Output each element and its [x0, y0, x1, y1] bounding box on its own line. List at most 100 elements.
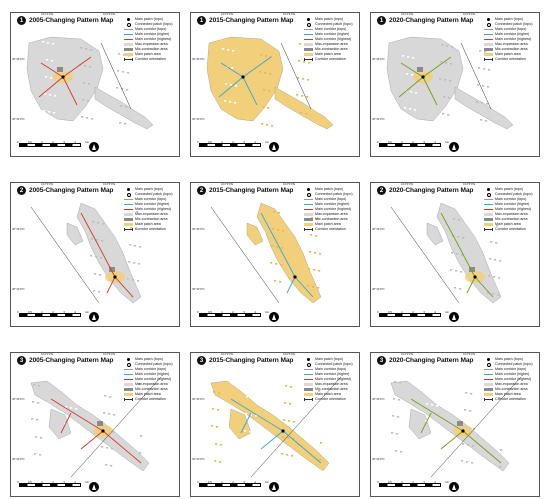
scale-label: 1 — [401, 141, 403, 144]
legend-symbol-main_corridor_highest — [304, 38, 313, 42]
main-corridor — [50, 398, 104, 432]
scale-label: 4 — [254, 141, 256, 144]
patch-cell — [293, 421, 296, 423]
legend-item: Max-expansion area — [304, 382, 356, 387]
patch-cell — [127, 278, 130, 280]
legend-item: Main patch area — [124, 52, 176, 57]
north-arrow-icon — [269, 312, 279, 322]
main-corridor — [454, 238, 476, 278]
patch-cell — [319, 459, 322, 461]
scale-label: 1 — [401, 481, 403, 484]
legend-symbol-main_patch — [484, 358, 493, 362]
legend-item: Main patch area — [484, 222, 536, 227]
legend-symbol-corridor_orientation — [124, 57, 133, 62]
legend-item: Corridor orientation — [124, 57, 176, 62]
patch-cell — [396, 433, 399, 435]
main-corridor — [260, 430, 284, 450]
legend-label: Main corridor (highest) — [495, 207, 531, 211]
north-arrow-icon — [269, 482, 279, 492]
main-corridor — [38, 76, 64, 98]
legend-symbol-main_patch — [124, 358, 133, 362]
patch-cell — [273, 211, 276, 213]
legend-label: Mix-contraction area — [495, 47, 528, 51]
graticule-label-top: 104°3'0"E — [41, 182, 54, 186]
patch-cell — [417, 264, 420, 266]
scale-label: 0 — [377, 481, 379, 484]
patch-cell — [436, 405, 439, 407]
north-arrow-icon — [89, 312, 99, 322]
patch-cell — [444, 79, 447, 81]
legend-symbol-main_patch — [124, 188, 133, 192]
legend-label: Main corridor (topo) — [315, 27, 347, 31]
main-corridor — [242, 76, 258, 106]
patch-cell — [62, 251, 65, 253]
patch-cell — [464, 409, 467, 411]
legend-item: Connected patch (topo) — [304, 192, 356, 198]
legend-symbol-main_corridor_highest — [124, 38, 133, 42]
scale-label: 0 — [17, 481, 19, 484]
patch-cell — [274, 280, 277, 282]
map-panel: 1 2005-Changing Pattern Map Main patch (to… — [10, 12, 180, 157]
legend-label: Main patch (topo) — [315, 17, 343, 21]
graticule-label-top: 104°3'0"E — [401, 12, 414, 16]
legend-item: Max-expansion area — [484, 212, 536, 217]
legend-symbol-connected_patch — [484, 363, 493, 368]
patch-cell — [248, 448, 251, 450]
patch-cell — [68, 441, 71, 443]
patch-cell — [128, 261, 131, 263]
region-area — [246, 222, 264, 246]
patch-cell — [111, 448, 114, 450]
legend-label: Main corridor (topo) — [315, 367, 347, 371]
legend-item: Mix-contraction area — [304, 387, 356, 392]
patch-cell — [415, 212, 418, 214]
patch-cell — [241, 275, 244, 277]
scale-label: 1 — [41, 481, 43, 484]
patch-cell — [260, 54, 263, 56]
legend-item: Corridor orientation — [124, 397, 176, 402]
patch-cell — [73, 442, 76, 444]
legend-item: Max-expansion area — [124, 382, 176, 387]
patch-cell — [292, 438, 295, 440]
legend-symbol-main_corridor_highest — [304, 208, 313, 212]
main-corridor — [220, 62, 244, 78]
scale-label: 0 — [17, 141, 19, 144]
legend-symbol-connected_patch — [304, 193, 313, 198]
patch-cell — [42, 41, 45, 43]
main-corridor — [230, 398, 284, 432]
patch-cell — [308, 62, 311, 64]
patch-cell — [287, 437, 290, 439]
patch-cell — [259, 71, 262, 73]
scale-labels: 0 0.5 1 2 3 4 km — [197, 311, 269, 314]
legend-symbol-main_corridor_highest — [124, 208, 133, 212]
main-patch-point — [293, 275, 297, 279]
legend-symbol-main_patch_area — [484, 52, 493, 57]
patch-cell — [253, 449, 256, 451]
legend-label: Main patch area — [135, 222, 161, 226]
legend-symbol-corridor_orientation — [124, 227, 133, 232]
legend-symbol-main_patch_area — [484, 222, 493, 227]
legend-symbol-mix_contraction — [304, 217, 313, 222]
patch-cell — [460, 271, 463, 273]
patch-cell — [494, 259, 497, 261]
scale-label: 2 — [412, 311, 414, 314]
legend-symbol-main_corridor_topo — [124, 28, 133, 32]
map-title: 2020-Changing Pattern Map — [389, 357, 474, 364]
region-area — [94, 86, 154, 130]
patch-cell — [137, 280, 140, 282]
legend-label: Main patch (topo) — [315, 357, 343, 361]
map-canvas — [30, 376, 162, 478]
patch-cell — [414, 229, 417, 231]
legend-label: Main corridor (highest) — [135, 377, 171, 381]
main-corridor — [440, 212, 456, 240]
patch-cell — [54, 215, 57, 217]
patch-cell — [282, 230, 285, 232]
patch-cell — [101, 240, 104, 242]
map-legend: Main patch (topo) Connected patch (topo) M… — [484, 357, 536, 402]
scale-labels: 0 0.5 1 2 3 4 km — [17, 141, 89, 144]
main-corridor — [62, 56, 92, 78]
patch-cell — [63, 234, 66, 236]
legend-symbol-connected_patch — [124, 363, 133, 368]
map-title: 2005-Changing Pattern Map — [29, 17, 114, 24]
scale-labels: 0 0.5 1 2 3 4 km — [377, 311, 449, 314]
region-badge: 3 — [197, 356, 206, 365]
